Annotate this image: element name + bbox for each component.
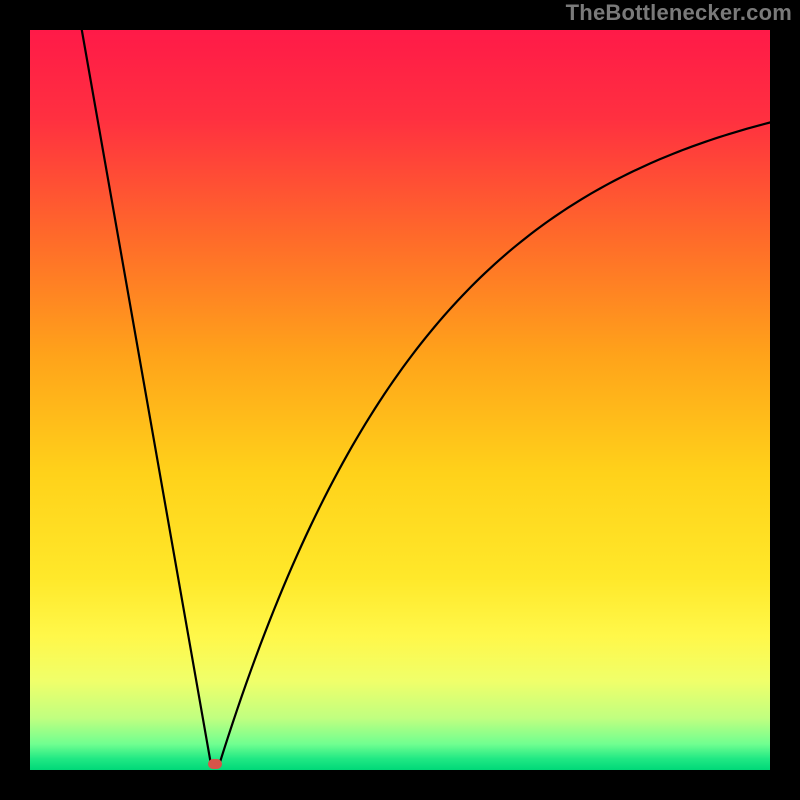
plot-area xyxy=(30,30,770,770)
curve-right-branch xyxy=(219,123,770,767)
watermark-text: TheBottlenecker.com xyxy=(566,0,792,26)
optimum-marker xyxy=(208,759,222,769)
bottleneck-curve xyxy=(30,30,770,770)
curve-left-branch xyxy=(82,30,212,766)
chart-root: TheBottlenecker.com xyxy=(0,0,800,800)
